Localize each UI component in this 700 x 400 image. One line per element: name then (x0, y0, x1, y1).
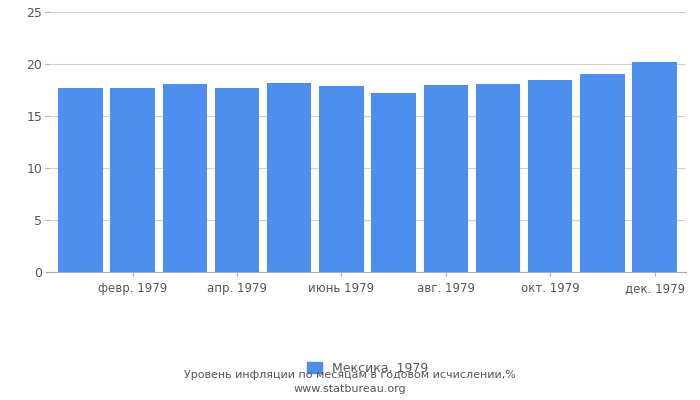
Bar (424, 85, 468, 272)
Bar (58, 88, 102, 272)
Bar (476, 84, 520, 272)
Bar (111, 88, 155, 272)
Bar (162, 84, 207, 272)
Text: Уровень инфляции по месяцам в годовом исчислении,%: Уровень инфляции по месяцам в годовом ис… (184, 370, 516, 380)
Bar (215, 88, 259, 272)
Bar (528, 80, 573, 272)
Bar (319, 86, 363, 272)
Bar (633, 62, 677, 272)
Bar (580, 74, 624, 272)
Text: www.statbureau.org: www.statbureau.org (294, 384, 406, 394)
Legend: Мексика, 1979: Мексика, 1979 (307, 362, 428, 375)
Bar (267, 83, 312, 272)
Bar (372, 93, 416, 272)
